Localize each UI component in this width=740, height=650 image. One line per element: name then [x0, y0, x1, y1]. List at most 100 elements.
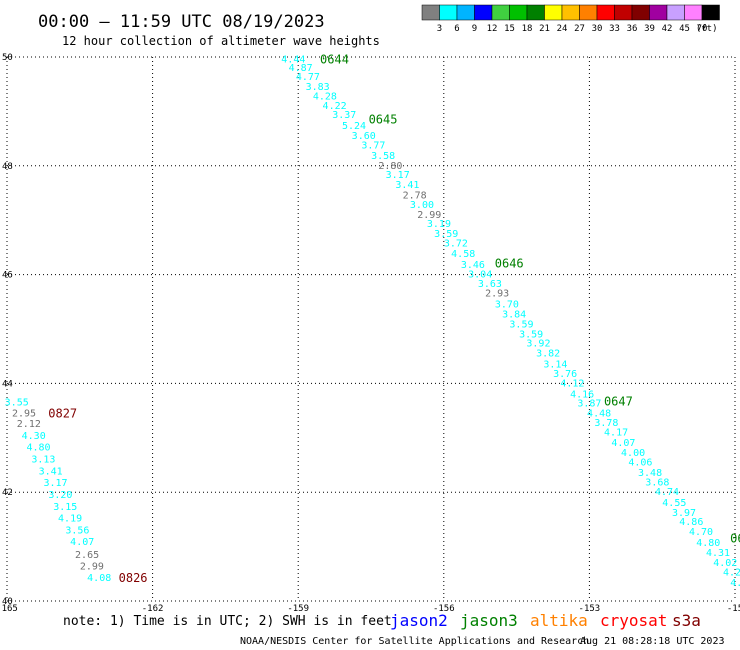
colorbar-label: 30 [592, 24, 603, 34]
satellite-legend-item: jason2 [390, 611, 448, 630]
pass-time-label: 0647 [604, 394, 633, 408]
colorbar-swatch [579, 4, 598, 21]
swh-value-point: 3.41 [39, 467, 63, 478]
pass-time-label: 0826 [119, 571, 148, 585]
swh-value-point: 3.59 [519, 329, 543, 340]
pass-time-label: 0827 [48, 406, 77, 420]
plot-area: -165 -162 -159 -156 -153 -15 50 48 46 44 42 40 4.44… [0, 53, 740, 614]
colorbar-label: 42 [662, 24, 673, 34]
pass-time-label: 0646 [495, 257, 524, 271]
x-tick-label: -165 [0, 604, 18, 614]
swh-value-point: 3.41 [395, 180, 419, 191]
swh-value-point: 4.17 [604, 427, 628, 438]
swh-value-point: 4.28 [313, 92, 337, 103]
swh-value-point: 4.87 [289, 63, 313, 74]
swh-value-point: 3.17 [43, 478, 67, 489]
swh-value-point: 4.02 [713, 558, 737, 569]
swh-value-point: 2.99 [417, 210, 441, 221]
colorbar-swatch [509, 4, 528, 21]
colorbar-label: 15 [504, 24, 515, 34]
satellite-legend-item: s3a [672, 611, 701, 630]
satellite-legend-item: altika [530, 611, 588, 630]
swh-value-point: 4.80 [696, 538, 720, 549]
pass-time-label: 0648 [730, 531, 740, 545]
swh-value-point: 3.58 [371, 151, 395, 162]
swh-value-point: 4.86 [679, 517, 703, 528]
swh-value-point: 3.46 [461, 260, 485, 271]
swh-value-point: 4.31 [706, 548, 730, 559]
colorbar-swatch [456, 4, 475, 21]
swh-value-point: 3.15 [53, 502, 77, 513]
swh-value-point: 2.12 [17, 419, 41, 430]
axis-ticks: -165 -162 -159 -156 -153 -15 50 48 46 44 42 40 [0, 53, 740, 614]
note-text: note: 1) Time is in UTC; 2) SWH is in fe… [63, 614, 392, 629]
swh-value-point: 2.65 [75, 550, 99, 561]
x-tick-label: -153 [579, 604, 601, 614]
satellite-legend: jason2 jason3 altika cryosat s3a [390, 611, 701, 630]
colorbar-swatch [491, 4, 510, 21]
y-tick-label: 42 [2, 488, 13, 498]
swh-value-point: 3.77 [361, 141, 385, 152]
swh-value-point: 4.00 [621, 448, 645, 459]
swh-value-point: 3.13 [31, 455, 55, 466]
swh-value-point: 4.07 [70, 537, 94, 548]
colorbar-label: 45 [679, 24, 690, 34]
swh-value-point: 3.59 [434, 229, 458, 240]
satellite-legend-item: jason3 [460, 611, 518, 630]
swh-value-point: 3.48 [638, 468, 662, 479]
colorbar-label: 9 [472, 24, 477, 34]
pass-time-label: 0644 [320, 53, 349, 67]
swh-value-point: 4.16 [570, 389, 594, 400]
swh-value-point: 3.59 [509, 320, 533, 331]
colorbar-swatch [561, 4, 580, 21]
swh-value-point: 3.17 [386, 170, 410, 181]
y-tick-label: 44 [2, 379, 13, 389]
swh-value-point: 2.95 [12, 408, 36, 419]
x-tick-label: -162 [142, 604, 164, 614]
colorbar-swatch [526, 4, 545, 21]
swh-value-point: 4.30 [22, 431, 46, 442]
colorbar-legend: 3 6 9 12 15 18 21 24 27 30 33 36 39 42 45 70(ft) [421, 4, 720, 34]
swh-value-point: 4.77 [296, 72, 320, 83]
swh-value-point: 4.36 [730, 578, 740, 589]
chart-subtitle: 12 hour collection of altimeter wave hei… [62, 34, 380, 48]
swh-value-point: 2.80 [378, 161, 402, 172]
swh-value-point: 3.78 [594, 418, 618, 429]
swh-value-point: 4.08 [87, 573, 111, 584]
swh-value-point: 3.55 [5, 397, 29, 408]
colorbar-label: 12 [487, 24, 498, 34]
colorbar-swatch [614, 4, 633, 21]
swh-value-point: 3.72 [444, 239, 468, 250]
data-marks: 4.444.874.773.834.284.223.375.243.603.77… [5, 53, 740, 599]
swh-value-point: 4.44 [281, 55, 305, 66]
swh-value-point: 3.68 [645, 477, 669, 488]
swh-value-point: 4.80 [26, 443, 50, 454]
swh-value-point: 4.07 [611, 438, 635, 449]
swh-value-point: 2.99 [80, 562, 104, 573]
swh-value-point: 4.06 [628, 457, 652, 468]
y-tick-label: 48 [2, 162, 13, 172]
colorbar-swatch [701, 4, 720, 21]
colorbar-label: 39 [644, 24, 655, 34]
colorbar-swatch [421, 4, 440, 21]
swh-value-point: 4.74 [655, 487, 679, 498]
swh-value-point: 2.93 [485, 289, 509, 300]
satellite-legend-item: cryosat [600, 611, 667, 630]
chart-title: 00:00 – 11:59 UTC 08/19/2023 [38, 12, 325, 32]
grid-lines [6, 56, 736, 602]
swh-value-point: 4.70 [689, 527, 713, 538]
swh-value-point: 3.37 [332, 110, 356, 121]
timestamp-text: Aug 21 08:28:18 UTC 2023 [580, 636, 725, 647]
colorbar-label: 36 [627, 24, 638, 34]
colorbar-label: 3 [437, 24, 442, 34]
x-tick-label: -15 [727, 604, 740, 614]
colorbar-label: 27 [574, 24, 585, 34]
swh-value-point: 3.04 [468, 270, 492, 281]
colorbar-label: 21 [539, 24, 550, 34]
swh-value-point: 3.84 [502, 309, 526, 320]
swh-value-point: 3.76 [553, 369, 577, 380]
colorbar-swatch [649, 4, 668, 21]
swh-value-point: 3.00 [410, 200, 434, 211]
swh-value-point: 3.82 [536, 348, 560, 359]
pass-time-label: 0645 [369, 113, 398, 127]
